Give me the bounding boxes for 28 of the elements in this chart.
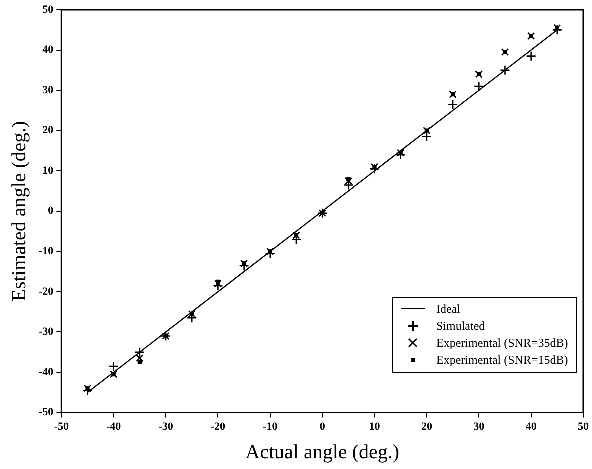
y-tick-label: 10 bbox=[42, 164, 54, 177]
y-tick-label: -40 bbox=[38, 366, 54, 378]
x-tick-label: -50 bbox=[54, 421, 70, 434]
x-tick-label: 30 bbox=[474, 421, 486, 434]
x-tick-label: 20 bbox=[421, 421, 433, 434]
y-tick-label: -20 bbox=[38, 286, 54, 298]
y-tick-label: -50 bbox=[38, 406, 54, 419]
x-tick-label: 0 bbox=[320, 421, 326, 434]
legend-label: Experimental (SNR=15dB) bbox=[436, 352, 568, 369]
x-axis-title: Actual angle (deg.) bbox=[246, 441, 400, 464]
y-axis-title: Estimated angle (deg.) bbox=[8, 121, 30, 302]
y-tick-label: -30 bbox=[38, 326, 54, 338]
legend-label: Simulated bbox=[436, 318, 486, 335]
x-tick-label: -40 bbox=[106, 421, 122, 434]
x-tick-label: 50 bbox=[578, 421, 590, 434]
legend-label: Experimental (SNR=35dB) bbox=[436, 334, 568, 352]
x-tick-label: 40 bbox=[526, 421, 538, 434]
legend-label: Ideal bbox=[436, 300, 460, 318]
y-tick-label: 40 bbox=[42, 44, 54, 56]
x-tick-label: -10 bbox=[263, 421, 278, 434]
y-tick-label: 50 bbox=[42, 4, 54, 16]
y-tick-label: 20 bbox=[42, 124, 54, 137]
y-tick-label: 0 bbox=[48, 205, 54, 218]
x-tick-label: -30 bbox=[158, 421, 174, 434]
x-tick-label: -20 bbox=[210, 421, 226, 434]
x-tick-label: 10 bbox=[369, 421, 381, 434]
y-tick-label: 30 bbox=[42, 84, 54, 96]
y-tick-label: -10 bbox=[38, 246, 54, 258]
